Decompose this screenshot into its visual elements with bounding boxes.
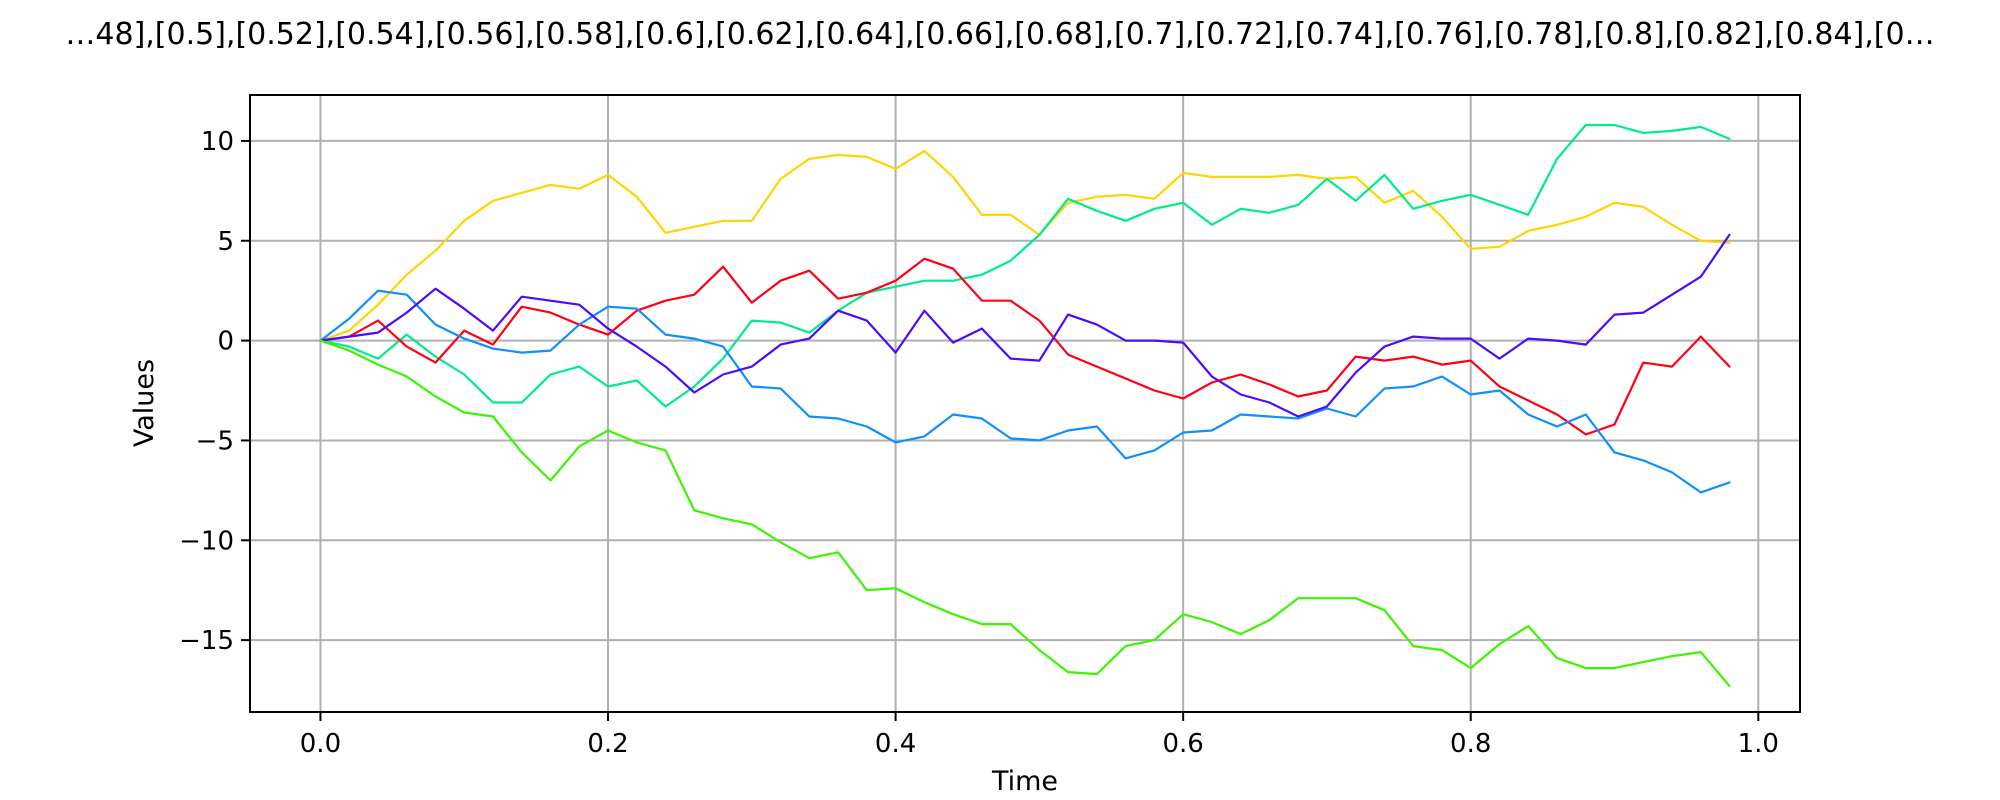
series-line-2 <box>319 123 1731 408</box>
series-layer <box>319 123 1731 688</box>
plot-frame <box>249 94 1801 713</box>
y-tick-label: −5 <box>196 426 234 456</box>
y-tick-label: 5 <box>217 227 234 257</box>
x-tick-label: 0.6 <box>1162 729 1203 759</box>
y-tick-label: −10 <box>179 526 234 556</box>
x-tick-label: 0.0 <box>300 729 341 759</box>
x-tick-label: 1.0 <box>1738 729 1779 759</box>
series-line-6 <box>319 339 1731 688</box>
y-tick-label: 10 <box>201 127 234 157</box>
y-axis-label: Values <box>129 359 160 447</box>
chart-title: …48],[0.5],[0.52],[0.54],[0.56],[0.58],[… <box>65 17 1934 52</box>
x-axis-label: Time <box>991 766 1058 797</box>
x-tick-label: 0.8 <box>1450 729 1491 759</box>
series-line-5 <box>319 233 1731 418</box>
x-tick-label: 0.4 <box>875 729 916 759</box>
grid-layer <box>250 95 1800 712</box>
y-tick-label: −15 <box>179 626 234 656</box>
series-line-4 <box>319 289 1731 494</box>
x-tick-label: 0.2 <box>587 729 628 759</box>
series-line-3 <box>319 257 1731 436</box>
series-line-1 <box>319 149 1731 342</box>
tick-layer: 0.0 0.2 0.4 0.6 0.8 1.0 10 5 0 −5 −10 −15 <box>179 127 1779 759</box>
y-tick-label: 0 <box>217 327 234 357</box>
